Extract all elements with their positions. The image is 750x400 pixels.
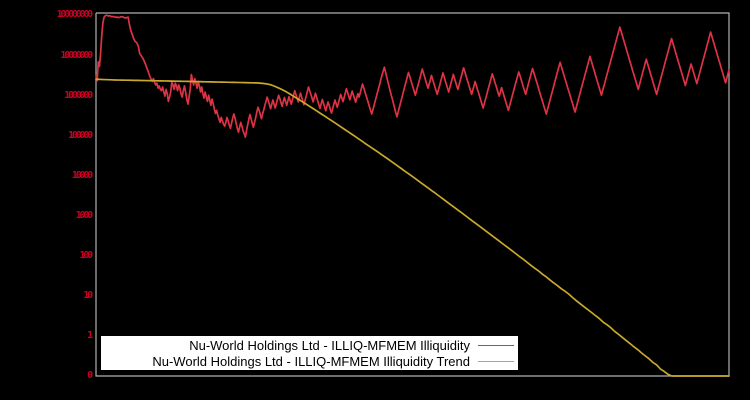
legend-label-series: Nu-World Holdings Ltd - ILLIQ-MFMEM Illi… [189, 337, 470, 353]
ytick-label-7: 10 [83, 290, 93, 301]
ytick-label-1: 10000000 [60, 50, 93, 61]
legend-swatch-series-icon [478, 344, 514, 346]
ytick-label-3: 100000 [68, 130, 93, 141]
ytick-label-2: 1000000 [64, 90, 93, 101]
legend-swatch-trend-icon [478, 360, 514, 362]
ytick-label-0: 100000000 [56, 9, 94, 20]
legend-item-series[interactable]: Nu-World Holdings Ltd - ILLIQ-MFMEM Illi… [101, 337, 518, 353]
ytick-label-8: 1 [87, 330, 93, 341]
illiquidity-line [95, 14, 730, 139]
illiquidity-trend-line [95, 78, 730, 377]
ytick-label-9: 0 [87, 370, 93, 381]
chart-legend: Nu-World Holdings Ltd - ILLIQ-MFMEM Illi… [101, 336, 518, 370]
legend-item-trend[interactable]: Nu-World Holdings Ltd - ILLIQ-MFMEM Illi… [101, 353, 518, 369]
legend-label-trend: Nu-World Holdings Ltd - ILLIQ-MFMEM Illi… [152, 353, 470, 369]
ytick-label-5: 1000 [75, 210, 94, 221]
ytick-label-6: 100 [79, 250, 94, 261]
axis-frame [95, 12, 730, 377]
ytick-label-4: 10000 [71, 170, 93, 181]
